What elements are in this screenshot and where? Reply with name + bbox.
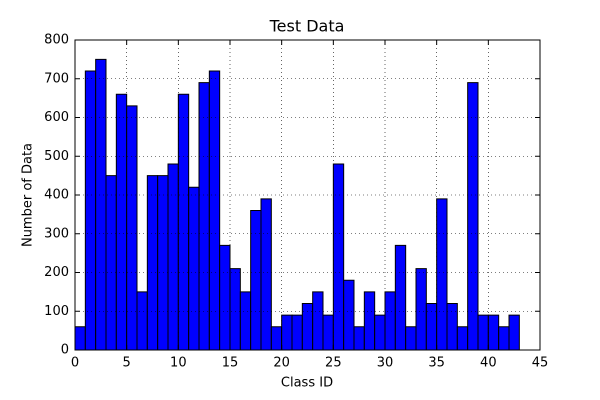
y-tick-label: 100 [44,304,69,319]
bar [239,291,252,351]
bar [84,70,97,351]
bar [405,326,417,351]
bar [384,291,396,351]
bar [394,244,407,351]
bar [229,268,241,351]
bar [332,163,345,351]
bar [260,198,272,351]
bar [487,314,500,351]
bar [146,175,159,351]
bar [74,326,86,351]
bar [508,314,520,351]
y-tick-label: 400 [44,188,69,203]
bar [167,163,179,351]
y-tick-label: 500 [44,149,69,164]
bar [363,291,376,351]
plot-frame [74,39,541,351]
y-tick-label: 800 [44,33,69,48]
x-tick-label: 40 [480,356,497,371]
bar [188,186,200,351]
bar [343,279,355,351]
bar [467,82,479,351]
bar [322,314,334,351]
bar [353,326,365,351]
bar [415,268,427,351]
bar [115,93,128,351]
x-tick-label: 30 [377,356,394,371]
bar [425,303,438,351]
bar [477,314,489,351]
y-tick-label: 0 [61,343,69,358]
bar [436,198,448,351]
bar [301,303,314,351]
bar [126,105,138,351]
bar [498,326,510,351]
bar [456,326,469,351]
bar [136,291,148,351]
y-tick-label: 200 [44,265,69,280]
bar [198,82,210,351]
x-axis-label: Class ID [281,376,333,391]
chart-title: Test Data [269,17,345,36]
bar [177,93,190,351]
y-tick-label: 300 [44,226,69,241]
bar [312,291,324,351]
x-tick-label: 35 [428,356,445,371]
bar [95,58,107,351]
bar [105,175,117,351]
bar [281,314,293,351]
y-tick-label: 600 [44,110,69,125]
y-axis-label: Number of Data [21,143,36,247]
y-tick-label: 700 [44,71,69,86]
x-tick-label: 10 [170,356,187,371]
x-tick-label: 45 [532,356,549,371]
x-tick-label: 20 [273,356,290,371]
bar [446,303,458,351]
x-tick-label: 25 [325,356,342,371]
bar [208,70,221,351]
bar [219,244,231,351]
bar [270,326,283,351]
bar [374,314,386,351]
bar [250,210,262,351]
x-tick-label: 15 [222,356,239,371]
bar [157,175,169,351]
x-tick-label: 0 [71,356,79,371]
bar [291,314,303,351]
x-tick-label: 5 [123,356,131,371]
